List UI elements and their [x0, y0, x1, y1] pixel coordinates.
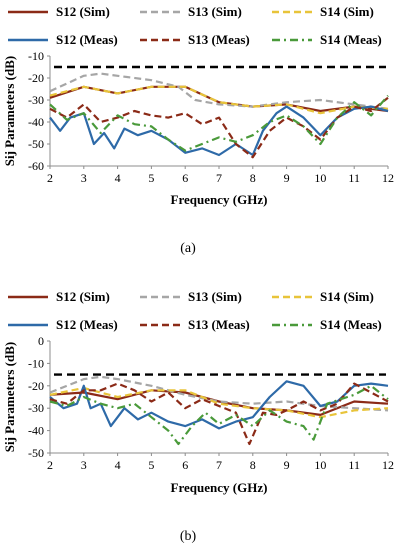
- chart2-xtick-label: 7: [216, 458, 222, 472]
- chart1-series-line: [49, 85, 389, 113]
- chart2-xtick-label: 5: [148, 458, 154, 472]
- chart1-ytick-label: -40: [28, 115, 44, 129]
- chart1-xtick-label: 11: [348, 171, 360, 185]
- chart2-xtick-label: 6: [182, 458, 188, 472]
- chart1-xtick-label: 5: [148, 171, 154, 185]
- chart1-legend-label: S14 (Sim): [320, 4, 374, 19]
- chart2-xtick-label: 3: [81, 458, 87, 472]
- chart1-y-axis-title: Sij Parameters (dB): [2, 56, 17, 166]
- chart1-xtick-label: 2: [47, 171, 53, 185]
- chart1-series-line: [49, 105, 389, 157]
- chart1-xtick-label: 6: [182, 171, 188, 185]
- chart2-series-line: [49, 382, 389, 446]
- chart2-x-axis-title: Frequency (GHz): [171, 480, 268, 495]
- chart2-ytick-label: -20: [28, 379, 44, 393]
- chart1-legend-label: S12 (Sim): [56, 4, 110, 19]
- chart2-ytick-label: -50: [28, 446, 44, 460]
- chart2-xtick-label: 8: [250, 458, 256, 472]
- chart2-xtick-label: 4: [115, 458, 121, 472]
- chart1-ytick-label: -50: [28, 137, 44, 151]
- chart1-series-line: [49, 72, 389, 110]
- chart2-legend-label: S14 (Sim): [320, 289, 374, 304]
- chart1-xtick-label: 7: [216, 171, 222, 185]
- chart1-xtick-label: 10: [314, 171, 326, 185]
- chart2-legend-label: S14 (Meas): [320, 317, 382, 332]
- chart2-xtick-label: 12: [382, 458, 394, 472]
- chart1-legend-label: S12 (Meas): [56, 32, 118, 47]
- chart1-x-axis-title: Frequency (GHz): [171, 192, 268, 207]
- chart1-series-line: [49, 85, 389, 115]
- chart2-legend-label: S13 (Meas): [188, 317, 250, 332]
- chart1-ytick-label: -60: [28, 159, 44, 173]
- chart1-legend-label: S13 (Sim): [188, 4, 242, 19]
- chart2-ytick-label: -10: [28, 356, 44, 370]
- chart1-legend-label: S13 (Meas): [188, 32, 250, 47]
- chart2-series-line: [49, 380, 389, 430]
- chart1-xtick-label: 3: [81, 171, 87, 185]
- chart2-series-line: [49, 389, 389, 416]
- chart1-xtick-label: 4: [115, 171, 121, 185]
- chart1-xtick-label: 12: [382, 171, 394, 185]
- chart1-caption: (a): [180, 241, 196, 256]
- chart2-series-line: [49, 386, 389, 419]
- chart1-xtick-label: 8: [250, 171, 256, 185]
- chart2-ytick-label: 0: [38, 334, 44, 348]
- chart2-ytick-label: -40: [28, 424, 44, 438]
- chart2-series-line: [49, 384, 389, 446]
- chart1-ytick-label: -10: [28, 49, 44, 63]
- chart1-xtick-label: 9: [284, 171, 290, 185]
- chart1-ytick-label: -30: [28, 93, 44, 107]
- chart2-y-axis-title: Sij Parameters (dB): [2, 342, 17, 452]
- chart1-legend-label: S14 (Meas): [320, 32, 382, 47]
- chart2-xtick-label: 2: [47, 458, 53, 472]
- chart2-caption: (b): [180, 529, 197, 544]
- chart1-ytick-label: -20: [28, 71, 44, 85]
- chart2-legend-label: S12 (Meas): [56, 317, 118, 332]
- chart2-legend-label: S13 (Sim): [188, 289, 242, 304]
- chart1-series-line: [49, 96, 389, 159]
- chart2-xtick-label: 9: [284, 458, 290, 472]
- chart2-ytick-label: -30: [28, 401, 44, 415]
- chart2-xtick-label: 10: [314, 458, 326, 472]
- chart2-legend-label: S12 (Sim): [56, 289, 110, 304]
- chart2-xtick-label: 11: [348, 458, 360, 472]
- chart1-series-line: [49, 94, 389, 152]
